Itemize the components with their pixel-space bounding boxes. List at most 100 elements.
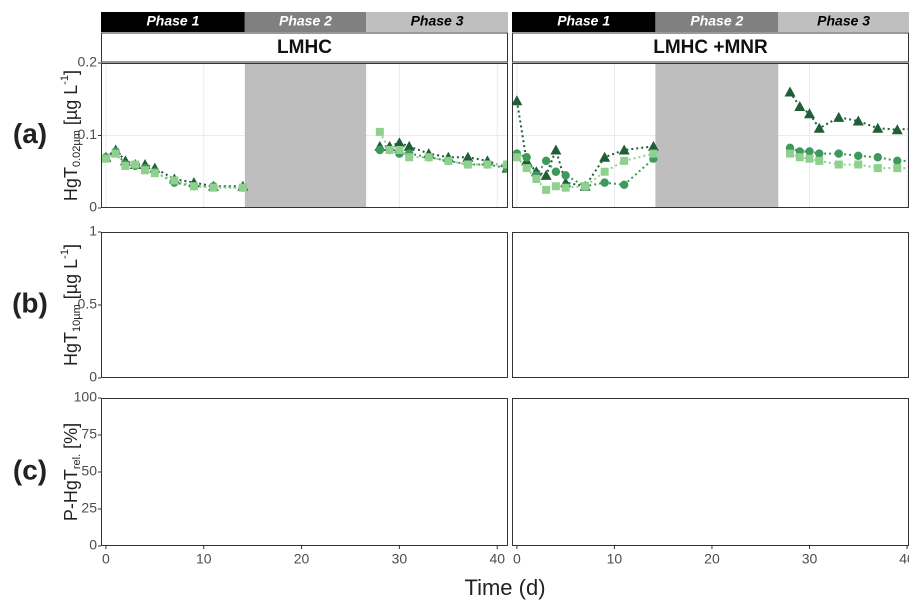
point — [786, 359, 794, 367]
point — [620, 450, 628, 458]
series-line — [517, 261, 909, 371]
point — [403, 140, 415, 151]
point — [532, 175, 541, 183]
point — [170, 345, 178, 353]
point — [541, 430, 552, 440]
point — [376, 356, 384, 364]
point — [561, 416, 569, 424]
point — [131, 418, 139, 426]
point — [444, 156, 453, 165]
point — [649, 524, 657, 532]
panel — [511, 232, 909, 378]
y-label-part: HgT — [61, 167, 81, 201]
point — [444, 364, 452, 372]
point — [599, 444, 610, 454]
point — [374, 496, 385, 506]
point — [483, 160, 492, 169]
point — [580, 340, 591, 350]
point — [542, 342, 550, 350]
panel-border — [512, 232, 909, 378]
point — [649, 149, 658, 158]
shaded-phase — [245, 398, 366, 546]
point — [550, 449, 561, 459]
point — [376, 524, 384, 532]
point — [112, 260, 120, 268]
facet-title: LMHC — [277, 37, 332, 58]
point — [513, 279, 521, 287]
point — [561, 183, 570, 192]
x-tick-label: 10 — [196, 551, 212, 567]
point — [794, 352, 805, 362]
point — [482, 362, 493, 372]
point — [873, 164, 882, 173]
point — [532, 323, 540, 331]
phase-strip — [778, 12, 909, 32]
point — [393, 137, 405, 148]
point — [552, 416, 560, 424]
point — [151, 337, 159, 345]
point — [619, 351, 630, 361]
point — [238, 183, 247, 192]
point — [893, 501, 901, 509]
panel-label: (a) — [13, 118, 47, 149]
point — [786, 505, 794, 513]
point — [620, 359, 628, 367]
point — [464, 364, 472, 372]
point — [395, 527, 403, 535]
y-label-part: rel. — [71, 454, 83, 469]
point — [190, 419, 198, 427]
point — [893, 505, 901, 513]
x-axis-label: Time (d) — [464, 575, 545, 600]
point — [834, 160, 843, 169]
point — [483, 364, 491, 372]
point — [552, 323, 560, 331]
point — [786, 453, 794, 461]
point — [100, 407, 111, 417]
phase-label: Phase 1 — [557, 13, 610, 29]
point — [581, 352, 589, 360]
point — [873, 153, 882, 162]
x-tick-label: 40 — [489, 551, 505, 567]
point — [522, 412, 530, 420]
series-line — [105, 149, 508, 189]
point — [394, 526, 405, 536]
point — [784, 526, 795, 536]
point — [805, 147, 814, 156]
y-tick-label: 0.5 — [78, 296, 98, 312]
point — [804, 108, 816, 119]
phase-strip — [655, 12, 779, 32]
point — [386, 359, 394, 367]
panel-label: (c) — [13, 454, 47, 485]
y-tick-label: 0.1 — [78, 126, 98, 142]
point — [893, 164, 902, 173]
panel-bg — [101, 398, 508, 546]
point — [151, 426, 159, 434]
point — [375, 127, 384, 136]
y-tick-label: 0 — [89, 369, 97, 385]
point — [376, 524, 384, 532]
phase-label: Phase 3 — [817, 13, 870, 29]
series-line — [517, 413, 909, 539]
point — [386, 527, 394, 535]
point — [111, 149, 120, 158]
phase-label: Phase 3 — [411, 13, 464, 29]
point — [405, 515, 413, 523]
point — [512, 95, 523, 106]
y-axis-label: P-HgTrel. [%] — [61, 423, 83, 521]
point — [512, 153, 521, 162]
y-label-part: [µg L — [61, 85, 81, 130]
point — [531, 415, 542, 425]
panel — [511, 398, 909, 551]
y-tick-label: 100 — [74, 389, 98, 405]
point — [805, 362, 813, 370]
y-tick-label: 1 — [89, 223, 97, 239]
point — [121, 330, 129, 338]
point — [425, 527, 433, 535]
point — [541, 156, 551, 166]
shaded-phase — [655, 232, 778, 378]
point — [102, 412, 110, 420]
x-tick-label: 40 — [899, 551, 909, 567]
point — [854, 151, 863, 160]
point — [815, 149, 824, 158]
point — [112, 415, 120, 423]
